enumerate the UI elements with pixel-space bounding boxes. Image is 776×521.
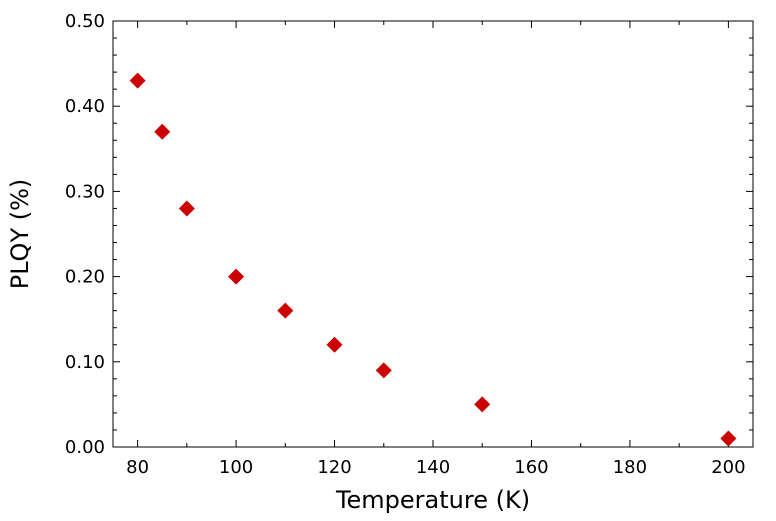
data-point [228, 268, 245, 285]
y-tick-label: 0.30 [65, 181, 105, 202]
data-point [129, 72, 146, 89]
data-series [129, 72, 737, 447]
data-point [178, 200, 195, 217]
data-point [277, 302, 294, 319]
x-tick-label: 160 [514, 457, 548, 478]
x-axis: 80 100 120 140 160 180 200 [126, 21, 746, 478]
y-axis-title: PLQY (%) [6, 179, 34, 290]
x-tick-label: 180 [613, 457, 647, 478]
y-tick-label: 0.50 [65, 11, 105, 32]
x-tick-label: 200 [711, 457, 745, 478]
y-tick-label: 0.10 [65, 352, 105, 373]
y-tick-label: 0.00 [65, 437, 105, 458]
y-tick-label: 0.40 [65, 96, 105, 117]
x-tick-label: 100 [219, 457, 253, 478]
y-tick-label: 0.20 [65, 267, 105, 288]
x-tick-label: 140 [416, 457, 450, 478]
y-axis: 0.00 0.10 0.20 0.30 0.40 0.50 [65, 11, 753, 458]
data-point [326, 336, 343, 353]
data-point [154, 123, 171, 140]
x-tick-label: 80 [126, 457, 149, 478]
data-point [474, 396, 491, 413]
data-point [720, 430, 737, 447]
data-point [375, 362, 392, 379]
x-axis-title: Temperature (K) [335, 486, 530, 514]
x-tick-label: 120 [317, 457, 351, 478]
plot-frame [112, 20, 754, 448]
